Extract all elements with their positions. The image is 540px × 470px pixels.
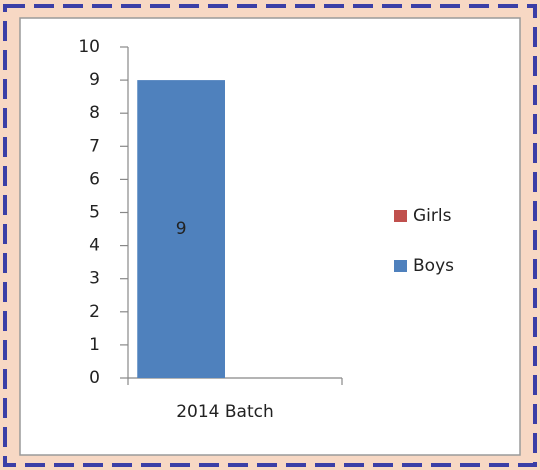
y-tick-label: 8 (89, 103, 100, 123)
bar (137, 80, 225, 378)
y-tick-label: 9 (89, 70, 100, 90)
x-tick-label: 2014 Batch (176, 402, 274, 422)
y-tick-label: 5 (89, 203, 100, 223)
y-tick-label: 2 (89, 302, 100, 322)
legend-label: Girls (413, 206, 452, 226)
dashed-frame (3, 4, 537, 467)
chart-panel (19, 17, 521, 456)
legend-label: Boys (413, 256, 454, 276)
y-tick-label: 0 (89, 368, 100, 388)
legend-swatch (394, 210, 407, 222)
y-tick-label: 6 (89, 169, 100, 189)
y-tick-label: 1 (89, 335, 100, 355)
y-tick-label: 10 (78, 37, 100, 57)
legend-swatch (394, 260, 407, 272)
data-label: 9 (176, 219, 187, 239)
y-tick-label: 3 (89, 269, 100, 289)
y-tick-label: 4 (89, 236, 100, 256)
y-tick-label: 7 (89, 136, 100, 156)
